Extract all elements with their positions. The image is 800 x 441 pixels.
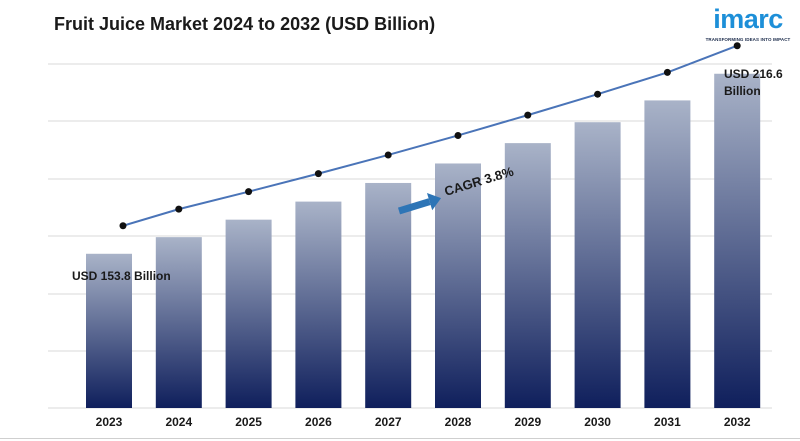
bar-2030 [574,122,621,409]
cagr-arrow [397,193,442,215]
trend-marker-2030 [594,90,602,98]
x-tick-label-2026: 2026 [305,415,332,429]
trend-marker-2024 [175,205,183,213]
x-tick-label-2024: 2024 [165,415,192,429]
trend-marker-2027 [384,151,392,159]
trend-marker-2023 [119,222,127,230]
end-value-label-line1: USD 216.6 [724,67,783,81]
bar-2023 [86,253,132,408]
trend-marker-2025 [245,188,253,196]
bar-2031 [644,100,691,408]
bar-2028 [435,163,481,408]
x-tick-label-2029: 2029 [514,415,541,429]
x-tick-label-2032: 2032 [724,415,751,429]
x-tick-label-2025: 2025 [235,415,262,429]
chart-title: Fruit Juice Market 2024 to 2032 (USD Bil… [54,14,436,34]
trend-line-group [119,42,741,230]
logo-tagline: TRANSFORMING IDEAS INTO IMPACT [705,37,791,42]
x-tick-labels: 2023 2024 2025 2026 2027 2028 2029 2030 2031 2032 [96,415,751,429]
trend-line [122,44,738,227]
imarc-logo: imarc TRANSFORMING IDEAS INTO IMPACT [702,4,794,46]
x-tick-label-2028: 2028 [445,415,472,429]
bar-2026 [295,201,342,408]
bar-2032 [714,73,761,408]
x-tick-label-2031: 2031 [654,415,681,429]
bars-group [86,73,761,409]
x-tick-label-2030: 2030 [584,415,611,429]
start-value-label: USD 153.8 Billion [72,269,171,283]
end-value-label-line2: Billion [724,84,761,98]
bottom-divider [0,438,800,439]
trend-marker-2032 [733,42,741,50]
bar-2024 [155,237,202,408]
cagr-arrow-shaft [397,198,431,215]
bar-2025 [225,219,272,408]
trend-marker-2026 [314,170,322,178]
trend-marker-2031 [663,68,671,76]
x-tick-label-2027: 2027 [375,415,402,429]
bar-2027 [365,182,412,408]
trend-marker-2028 [454,131,462,139]
bar-2029 [504,143,551,408]
logo-wordmark: imarc [713,4,783,34]
cagr-arrow-head [426,193,442,211]
x-tick-label-2023: 2023 [96,415,123,429]
trend-marker-2029 [524,111,532,119]
